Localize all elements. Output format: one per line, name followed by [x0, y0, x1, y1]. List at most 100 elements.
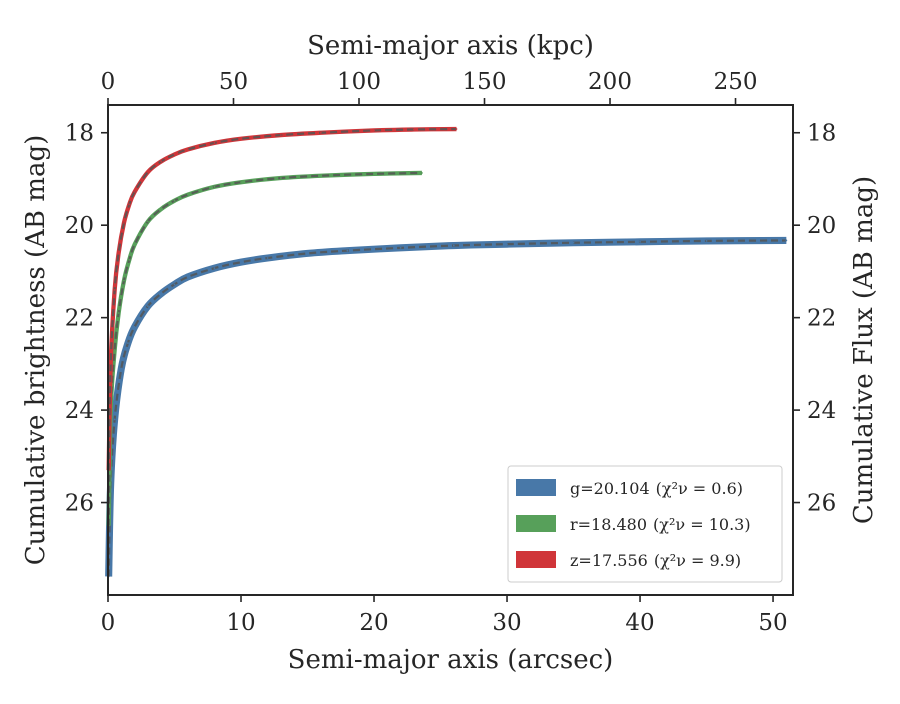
legend-swatch-r — [516, 515, 556, 532]
series-g-model-line — [107, 239, 787, 577]
series-g-point — [506, 243, 508, 246]
series-g-point — [639, 240, 641, 243]
series-z-point — [147, 171, 149, 173]
right-y-tick-label: 26 — [807, 491, 836, 517]
series-z-point — [109, 362, 112, 365]
x-tick-label: 40 — [625, 610, 654, 636]
series-g-point — [160, 292, 163, 295]
series-z — [106, 126, 458, 472]
series-r-point — [113, 349, 116, 351]
series-g-point — [133, 325, 136, 328]
legend-label-r: r=18.480 (χ²ν = 10.3) — [570, 515, 751, 534]
series-z-point — [113, 289, 116, 291]
series-z-band — [106, 126, 457, 471]
top-x-tick-label: 100 — [337, 69, 381, 95]
series-g-point — [785, 239, 788, 242]
series-g-point — [186, 276, 189, 278]
series-z-point — [160, 160, 163, 163]
right-y-axis-label: Cumulative Flux (AB mag) — [849, 176, 879, 524]
series-z-point — [240, 137, 242, 140]
series-r-point — [373, 172, 375, 175]
series-z-point — [133, 191, 136, 193]
legend-name-r: r=18.480 — [570, 515, 647, 534]
x-axis-label: Semi-major axis (arcsec) — [288, 645, 614, 675]
x-tick-label: 10 — [226, 610, 255, 636]
series-r-point — [240, 181, 242, 184]
plot-frame — [107, 104, 794, 596]
series-z-point — [128, 203, 131, 206]
series-r-band — [106, 170, 422, 526]
series-z-point — [455, 128, 458, 130]
right-y-tick-label: 22 — [807, 306, 836, 332]
legend-label-z: z=17.556 (χ²ν = 9.9) — [570, 551, 741, 570]
series-z-point — [173, 153, 176, 156]
series-g-point — [399, 246, 402, 249]
chart-marks — [105, 126, 788, 578]
series-r-point — [421, 172, 423, 174]
series-r-point — [147, 220, 149, 223]
series-g-point — [113, 418, 116, 421]
series-g-point — [213, 267, 216, 270]
top-x-tick-label: 250 — [714, 69, 758, 95]
series-g-point — [120, 367, 123, 370]
right-y-tick-label: 24 — [807, 398, 836, 424]
x-tick-label: 0 — [101, 610, 116, 636]
series-g-point — [572, 241, 575, 244]
series-r-point — [213, 185, 216, 188]
top-x-axis-label: Semi-major axis (kpc) — [307, 31, 594, 61]
series-z-model-line — [107, 127, 457, 471]
legend-name-g: g=20.104 — [570, 479, 650, 498]
series-g-point — [147, 305, 149, 307]
series-r-point — [186, 193, 189, 196]
series-z-point — [186, 148, 189, 151]
x-tick-label: 20 — [359, 610, 388, 636]
legend-swatch-z — [516, 551, 556, 568]
legend-label-g: g=20.104 (χ²ν = 0.6) — [570, 479, 743, 498]
series-r-point — [280, 177, 282, 179]
top-x-tick-label: 200 — [588, 69, 632, 95]
right-y-tick-label: 20 — [807, 213, 836, 239]
series-g-point — [346, 249, 349, 252]
legend: g=20.104 (χ²ν = 0.6) r=18.480 (χ²ν = 10.3) z… — [507, 465, 783, 583]
y-axis-label: Cumulative brightness (AB mag) — [21, 135, 51, 566]
series-z-point — [319, 131, 322, 134]
y-tick-label: 20 — [65, 213, 94, 239]
series-g-point — [127, 342, 129, 344]
series-g-point — [173, 283, 176, 286]
legend-chi-r: (χ²ν = 10.3) — [653, 515, 751, 534]
top-x-tick-label: 50 — [219, 69, 248, 95]
y-tick-label: 18 — [65, 121, 94, 147]
series-z-point — [123, 221, 125, 224]
y-tick-label: 24 — [65, 398, 94, 424]
legend-box — [507, 465, 783, 583]
top-x-tick-label: 150 — [463, 69, 507, 95]
x-tick-label: 30 — [492, 610, 521, 636]
series-r-point — [117, 312, 120, 314]
x-tick-label: 50 — [758, 610, 787, 636]
legend-chi-z: (χ²ν = 9.9) — [654, 551, 741, 570]
series-r-point — [173, 199, 176, 202]
series-r-point — [319, 174, 322, 177]
series-r-point — [128, 258, 131, 261]
series-r-model-line — [107, 171, 422, 526]
series-g-point — [452, 244, 455, 247]
y-tick-label: 26 — [65, 491, 94, 517]
series-z-point — [373, 129, 375, 132]
legend-swatch-g — [516, 479, 556, 496]
series-r-point — [123, 279, 125, 282]
series-g-point — [306, 252, 309, 255]
series-g-point — [266, 257, 269, 259]
series-z-point — [117, 252, 120, 254]
series-z-point — [280, 134, 282, 136]
top-x-tick-label: 0 — [101, 69, 116, 95]
legend-chi-g: (χ²ν = 0.6) — [656, 479, 743, 498]
y-tick-label: 22 — [65, 306, 94, 332]
series-g-point — [705, 240, 708, 242]
series-z-point — [213, 142, 216, 144]
series-z-point — [413, 128, 415, 131]
series-g — [105, 236, 788, 578]
series-r-point — [160, 208, 163, 210]
legend-name-z: z=17.556 — [570, 551, 648, 570]
